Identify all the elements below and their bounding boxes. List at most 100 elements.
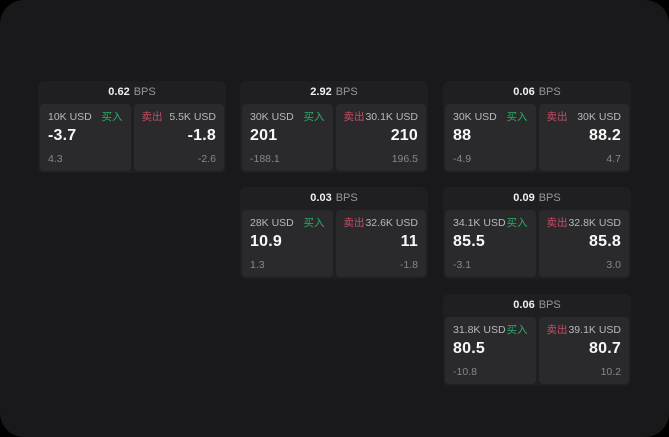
buy-tag: 买入: [303, 217, 325, 229]
spread-header: 0.06 BPS: [443, 294, 631, 317]
sell-amount: 30.1K USD: [365, 111, 418, 123]
buy-sub-value: -4.9: [453, 153, 472, 165]
buy-tag: 买入: [506, 324, 528, 336]
bps-value: 2.92: [310, 86, 332, 98]
buy-price: 88: [453, 127, 472, 144]
sell-panel[interactable]: 卖出 30K USD 88.2 4.7: [538, 104, 629, 171]
buy-tag: 买入: [101, 111, 123, 123]
buy-amount: 34.1K USD: [453, 217, 506, 229]
sell-price: 88.2: [589, 127, 621, 144]
sell-panel-top: 卖出 30K USD: [547, 111, 622, 124]
sell-tag: 卖出: [546, 111, 568, 123]
buy-tag: 买入: [506, 111, 528, 123]
buy-amount: 28K USD: [250, 217, 294, 229]
spread-header: 0.09 BPS: [443, 187, 631, 210]
sell-panel[interactable]: 卖出 30.1K USD 210 196.5: [335, 104, 426, 171]
bps-value: 0.06: [513, 86, 535, 98]
buy-amount: 31.8K USD: [453, 324, 506, 336]
sell-sub-value: -1.8: [399, 259, 418, 271]
sell-tag: 卖出: [343, 111, 365, 123]
quote-panels: 30K USD 买入 201 -188.1 卖出 30.1K USD 210 1…: [240, 104, 428, 173]
buy-amount: 30K USD: [453, 111, 497, 123]
sell-panel-top: 卖出 5.5K USD: [142, 111, 217, 124]
quote-panels: 28K USD 买入 10.9 1.3 卖出 32.6K USD 11 -1.8: [240, 210, 428, 279]
sell-tag: 卖出: [546, 217, 568, 229]
buy-panel-top: 30K USD 买入: [453, 111, 528, 124]
buy-sub-value: 4.3: [48, 153, 63, 165]
buy-panel[interactable]: 10K USD 买入 -3.7 4.3: [40, 104, 131, 171]
sell-amount: 39.1K USD: [568, 324, 621, 336]
buy-sub-value: -10.8: [453, 366, 477, 378]
quote-panels: 30K USD 买入 88 -4.9 卖出 30K USD 88.2 4.7: [443, 104, 631, 173]
buy-panel-top: 30K USD 买入: [250, 111, 325, 124]
sell-panel[interactable]: 卖出 5.5K USD -1.8 -2.6: [133, 104, 224, 171]
bps-unit: BPS: [133, 86, 156, 98]
quote-panels: 34.1K USD 买入 85.5 -3.1 卖出 32.8K USD 85.8…: [443, 210, 631, 279]
bps-value: 0.06: [513, 299, 535, 311]
buy-price: 85.5: [453, 233, 485, 250]
spread-header: 2.92 BPS: [240, 81, 428, 104]
sell-panel[interactable]: 卖出 39.1K USD 80.7 10.2: [538, 317, 629, 384]
sell-sub-value: 196.5: [391, 153, 418, 165]
spread-header: 0.03 BPS: [240, 187, 428, 210]
spread-header: 0.06 BPS: [443, 81, 631, 104]
buy-tag: 买入: [303, 111, 325, 123]
sell-amount: 32.8K USD: [568, 217, 621, 229]
buy-price: 201: [250, 127, 278, 144]
sell-tag: 卖出: [343, 217, 365, 229]
quote-card: 0.06 BPS 31.8K USD 买入 80.5 -10.8 卖出 39.1…: [443, 294, 631, 386]
sell-sub-value: 4.7: [606, 153, 621, 165]
sell-panel-top: 卖出 39.1K USD: [547, 324, 622, 337]
bps-unit: BPS: [538, 86, 561, 98]
quote-card: 0.03 BPS 28K USD 买入 10.9 1.3 卖出 32.6K US…: [240, 187, 428, 279]
bps-value: 0.62: [108, 86, 130, 98]
bps-value: 0.09: [513, 192, 535, 204]
sell-price: 210: [390, 127, 418, 144]
sell-price: 11: [400, 233, 418, 250]
sell-sub-value: 3.0: [606, 259, 621, 271]
sell-panel-top: 卖出 32.6K USD: [344, 217, 419, 230]
sell-amount: 30K USD: [577, 111, 621, 123]
buy-sub-value: -3.1: [453, 259, 472, 271]
sell-panel-top: 卖出 32.8K USD: [547, 217, 622, 230]
buy-price: 10.9: [250, 233, 282, 250]
buy-panel[interactable]: 34.1K USD 买入 85.5 -3.1: [445, 210, 536, 277]
quote-panels: 10K USD 买入 -3.7 4.3 卖出 5.5K USD -1.8 -2.…: [38, 104, 226, 173]
buy-panel-top: 31.8K USD 买入: [453, 324, 528, 337]
sell-sub-value: 10.2: [600, 366, 621, 378]
buy-panel[interactable]: 30K USD 买入 201 -188.1: [242, 104, 333, 171]
sell-price: 85.8: [589, 233, 621, 250]
buy-amount: 10K USD: [48, 111, 92, 123]
buy-tag: 买入: [506, 217, 528, 229]
sell-sub-value: -2.6: [197, 153, 216, 165]
sell-tag: 卖出: [141, 111, 163, 123]
bps-unit: BPS: [538, 299, 561, 311]
sell-panel-top: 卖出 30.1K USD: [344, 111, 419, 124]
quote-card: 0.62 BPS 10K USD 买入 -3.7 4.3 卖出 5.5K USD…: [38, 81, 226, 173]
buy-panel-top: 10K USD 买入: [48, 111, 123, 124]
bps-unit: BPS: [335, 192, 358, 204]
buy-panel-top: 28K USD 买入: [250, 217, 325, 230]
buy-panel-top: 34.1K USD 买入: [453, 217, 528, 230]
bps-unit: BPS: [538, 192, 561, 204]
buy-sub-value: -188.1: [250, 153, 280, 165]
quote-card: 2.92 BPS 30K USD 买入 201 -188.1 卖出 30.1K …: [240, 81, 428, 173]
quote-card: 0.06 BPS 30K USD 买入 88 -4.9 卖出 30K USD 8…: [443, 81, 631, 173]
sell-amount: 5.5K USD: [169, 111, 216, 123]
buy-panel[interactable]: 31.8K USD 买入 80.5 -10.8: [445, 317, 536, 384]
sell-tag: 卖出: [546, 324, 568, 336]
buy-price: -3.7: [48, 127, 77, 144]
buy-price: 80.5: [453, 340, 485, 357]
spread-header: 0.62 BPS: [38, 81, 226, 104]
sell-panel[interactable]: 卖出 32.8K USD 85.8 3.0: [538, 210, 629, 277]
buy-amount: 30K USD: [250, 111, 294, 123]
quote-panels: 31.8K USD 买入 80.5 -10.8 卖出 39.1K USD 80.…: [443, 317, 631, 386]
sell-price: -1.8: [187, 127, 216, 144]
sell-amount: 32.6K USD: [365, 217, 418, 229]
buy-panel[interactable]: 30K USD 买入 88 -4.9: [445, 104, 536, 171]
sell-price: 80.7: [589, 340, 621, 357]
buy-panel[interactable]: 28K USD 买入 10.9 1.3: [242, 210, 333, 277]
bps-unit: BPS: [335, 86, 358, 98]
sell-panel[interactable]: 卖出 32.6K USD 11 -1.8: [335, 210, 426, 277]
